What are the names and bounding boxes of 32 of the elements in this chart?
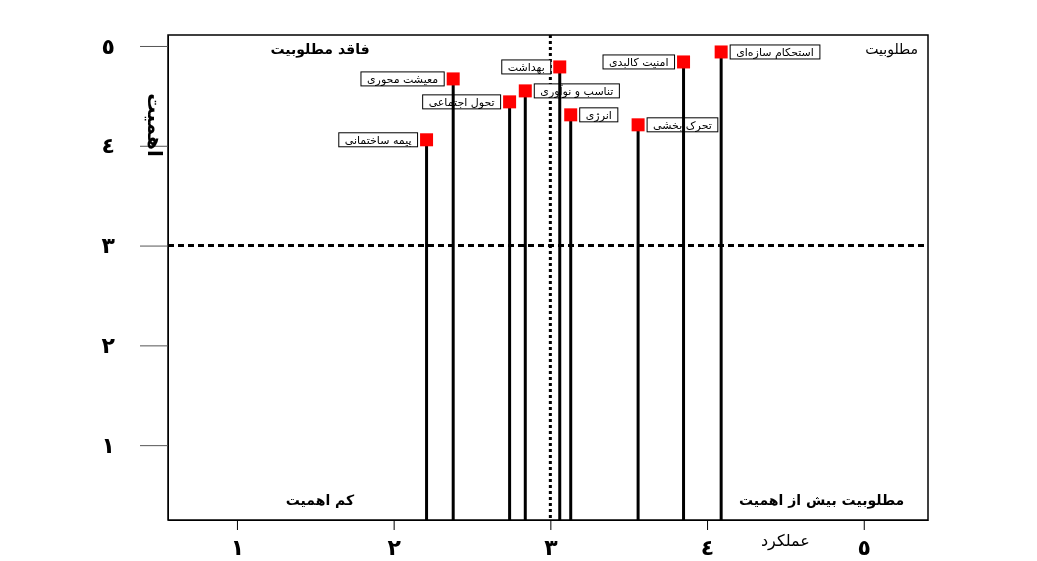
point <box>631 118 645 132</box>
annotation: پیمه ساختمانی <box>344 133 412 147</box>
point <box>503 95 517 109</box>
point <box>553 60 567 74</box>
annotation: معیشت محوری <box>366 72 439 86</box>
x-tick-label: ٣ <box>544 535 559 560</box>
annotation: فاقد مطلوبیت <box>270 40 370 58</box>
x-axis-title: عملکرد <box>760 531 810 551</box>
y-tick-label: ٢ <box>101 332 116 358</box>
annotation: مطلوبیت بیش از اهمیت <box>738 491 905 509</box>
y-tick-label: ٤ <box>101 133 115 159</box>
point <box>518 84 532 98</box>
annotation: بهداشت <box>507 60 545 74</box>
y-axis-title: اهمیت <box>143 93 167 157</box>
annotation: تحرک بخشی <box>653 118 712 132</box>
point <box>564 108 578 122</box>
annotation: کم اهمیت <box>285 491 356 508</box>
x-tick-label: ٥ <box>857 535 871 560</box>
annotation: انرژی <box>585 108 612 122</box>
point <box>714 45 728 59</box>
annotation: مطلوبیت <box>865 40 918 58</box>
point <box>446 72 460 86</box>
point <box>420 133 434 147</box>
y-tick-label: ٥ <box>101 33 115 59</box>
point <box>677 55 691 69</box>
y-tick-label: ٣ <box>101 233 116 259</box>
x-tick-label: ١ <box>230 535 245 560</box>
annotation: استحکام سازه‌ای <box>736 45 814 59</box>
x-tick-label: ٢ <box>387 535 402 560</box>
x-tick-label: ٤ <box>700 535 715 560</box>
annotation: امنیت کالبدی <box>609 55 669 69</box>
y-tick-label: ١ <box>101 432 115 458</box>
